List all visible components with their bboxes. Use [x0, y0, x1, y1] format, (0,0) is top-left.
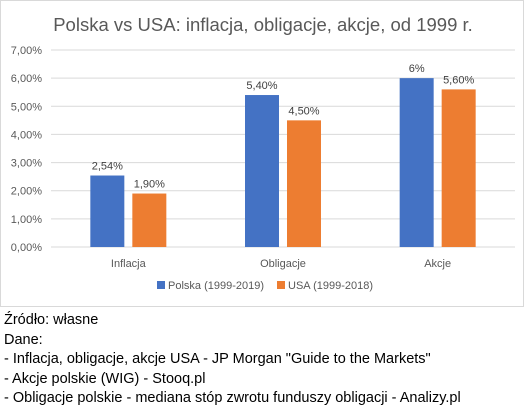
note-line: - Akcje polskie (WIG) - Stooq.pl [4, 370, 206, 387]
bars [90, 78, 476, 248]
chart-title: Polska vs USA: inflacja, obligacje, akcj… [53, 14, 473, 35]
y-tick-label: 7,00% [11, 45, 42, 57]
note-line: - Inflacja, obligacje, akcje USA - JP Mo… [4, 351, 431, 367]
y-tick-label: 4,00% [11, 129, 42, 141]
legend-label: USA (1999-2018) [288, 280, 373, 292]
data-label: 6% [409, 63, 425, 75]
legend-swatch [157, 281, 165, 289]
legend-swatch [277, 281, 285, 289]
legend-label: Polska (1999-2019) [168, 280, 264, 292]
bar [287, 120, 321, 247]
chart-frame: Polska vs USA: inflacja, obligacje, akcj… [0, 0, 524, 307]
bar [245, 95, 279, 248]
gridlines [51, 49, 515, 248]
data-label: 5,60% [443, 74, 474, 86]
legend: Polska (1999-2019) USA (1999-2018) [157, 280, 373, 292]
y-tick-label: 3,00% [11, 158, 42, 170]
data-labels: 2,54% 1,90% 5,40% 4,50% 6% 5,60% [92, 63, 475, 190]
bar [399, 78, 434, 248]
data-heading: Dane: [4, 331, 43, 348]
note-line: - Obligacje polskie - mediana stóp zwrot… [4, 390, 461, 406]
y-tick-label: 1,00% [11, 214, 42, 226]
notes: Źródło: własne Dane: - Inflacja, obligac… [4, 311, 526, 409]
data-label: 2,54% [92, 161, 123, 173]
x-tick-label: Akcje [424, 258, 451, 270]
data-label: 4,50% [288, 105, 319, 117]
y-tick-labels: 0,00% 1,00% 2,00% 3,00% 4,00% 5,00% 6,00% 7,00% [11, 45, 42, 254]
source-note: Źródło: własne [4, 312, 99, 328]
x-tick-label: Obligacje [260, 258, 306, 270]
bar [90, 175, 125, 247]
y-tick-label: 0,00% [11, 242, 42, 254]
data-label: 5,40% [246, 80, 277, 92]
bar [441, 89, 476, 248]
y-tick-label: 2,00% [11, 186, 42, 198]
x-tick-label: Inflacja [111, 258, 147, 270]
y-tick-label: 5,00% [11, 101, 42, 113]
bar [132, 193, 167, 247]
data-label: 1,90% [134, 179, 165, 191]
chart-svg: Polska vs USA: inflacja, obligacje, akcj… [11, 14, 515, 292]
y-tick-label: 6,00% [11, 73, 42, 85]
x-tick-labels: Inflacja Obligacje Akcje [111, 258, 451, 270]
